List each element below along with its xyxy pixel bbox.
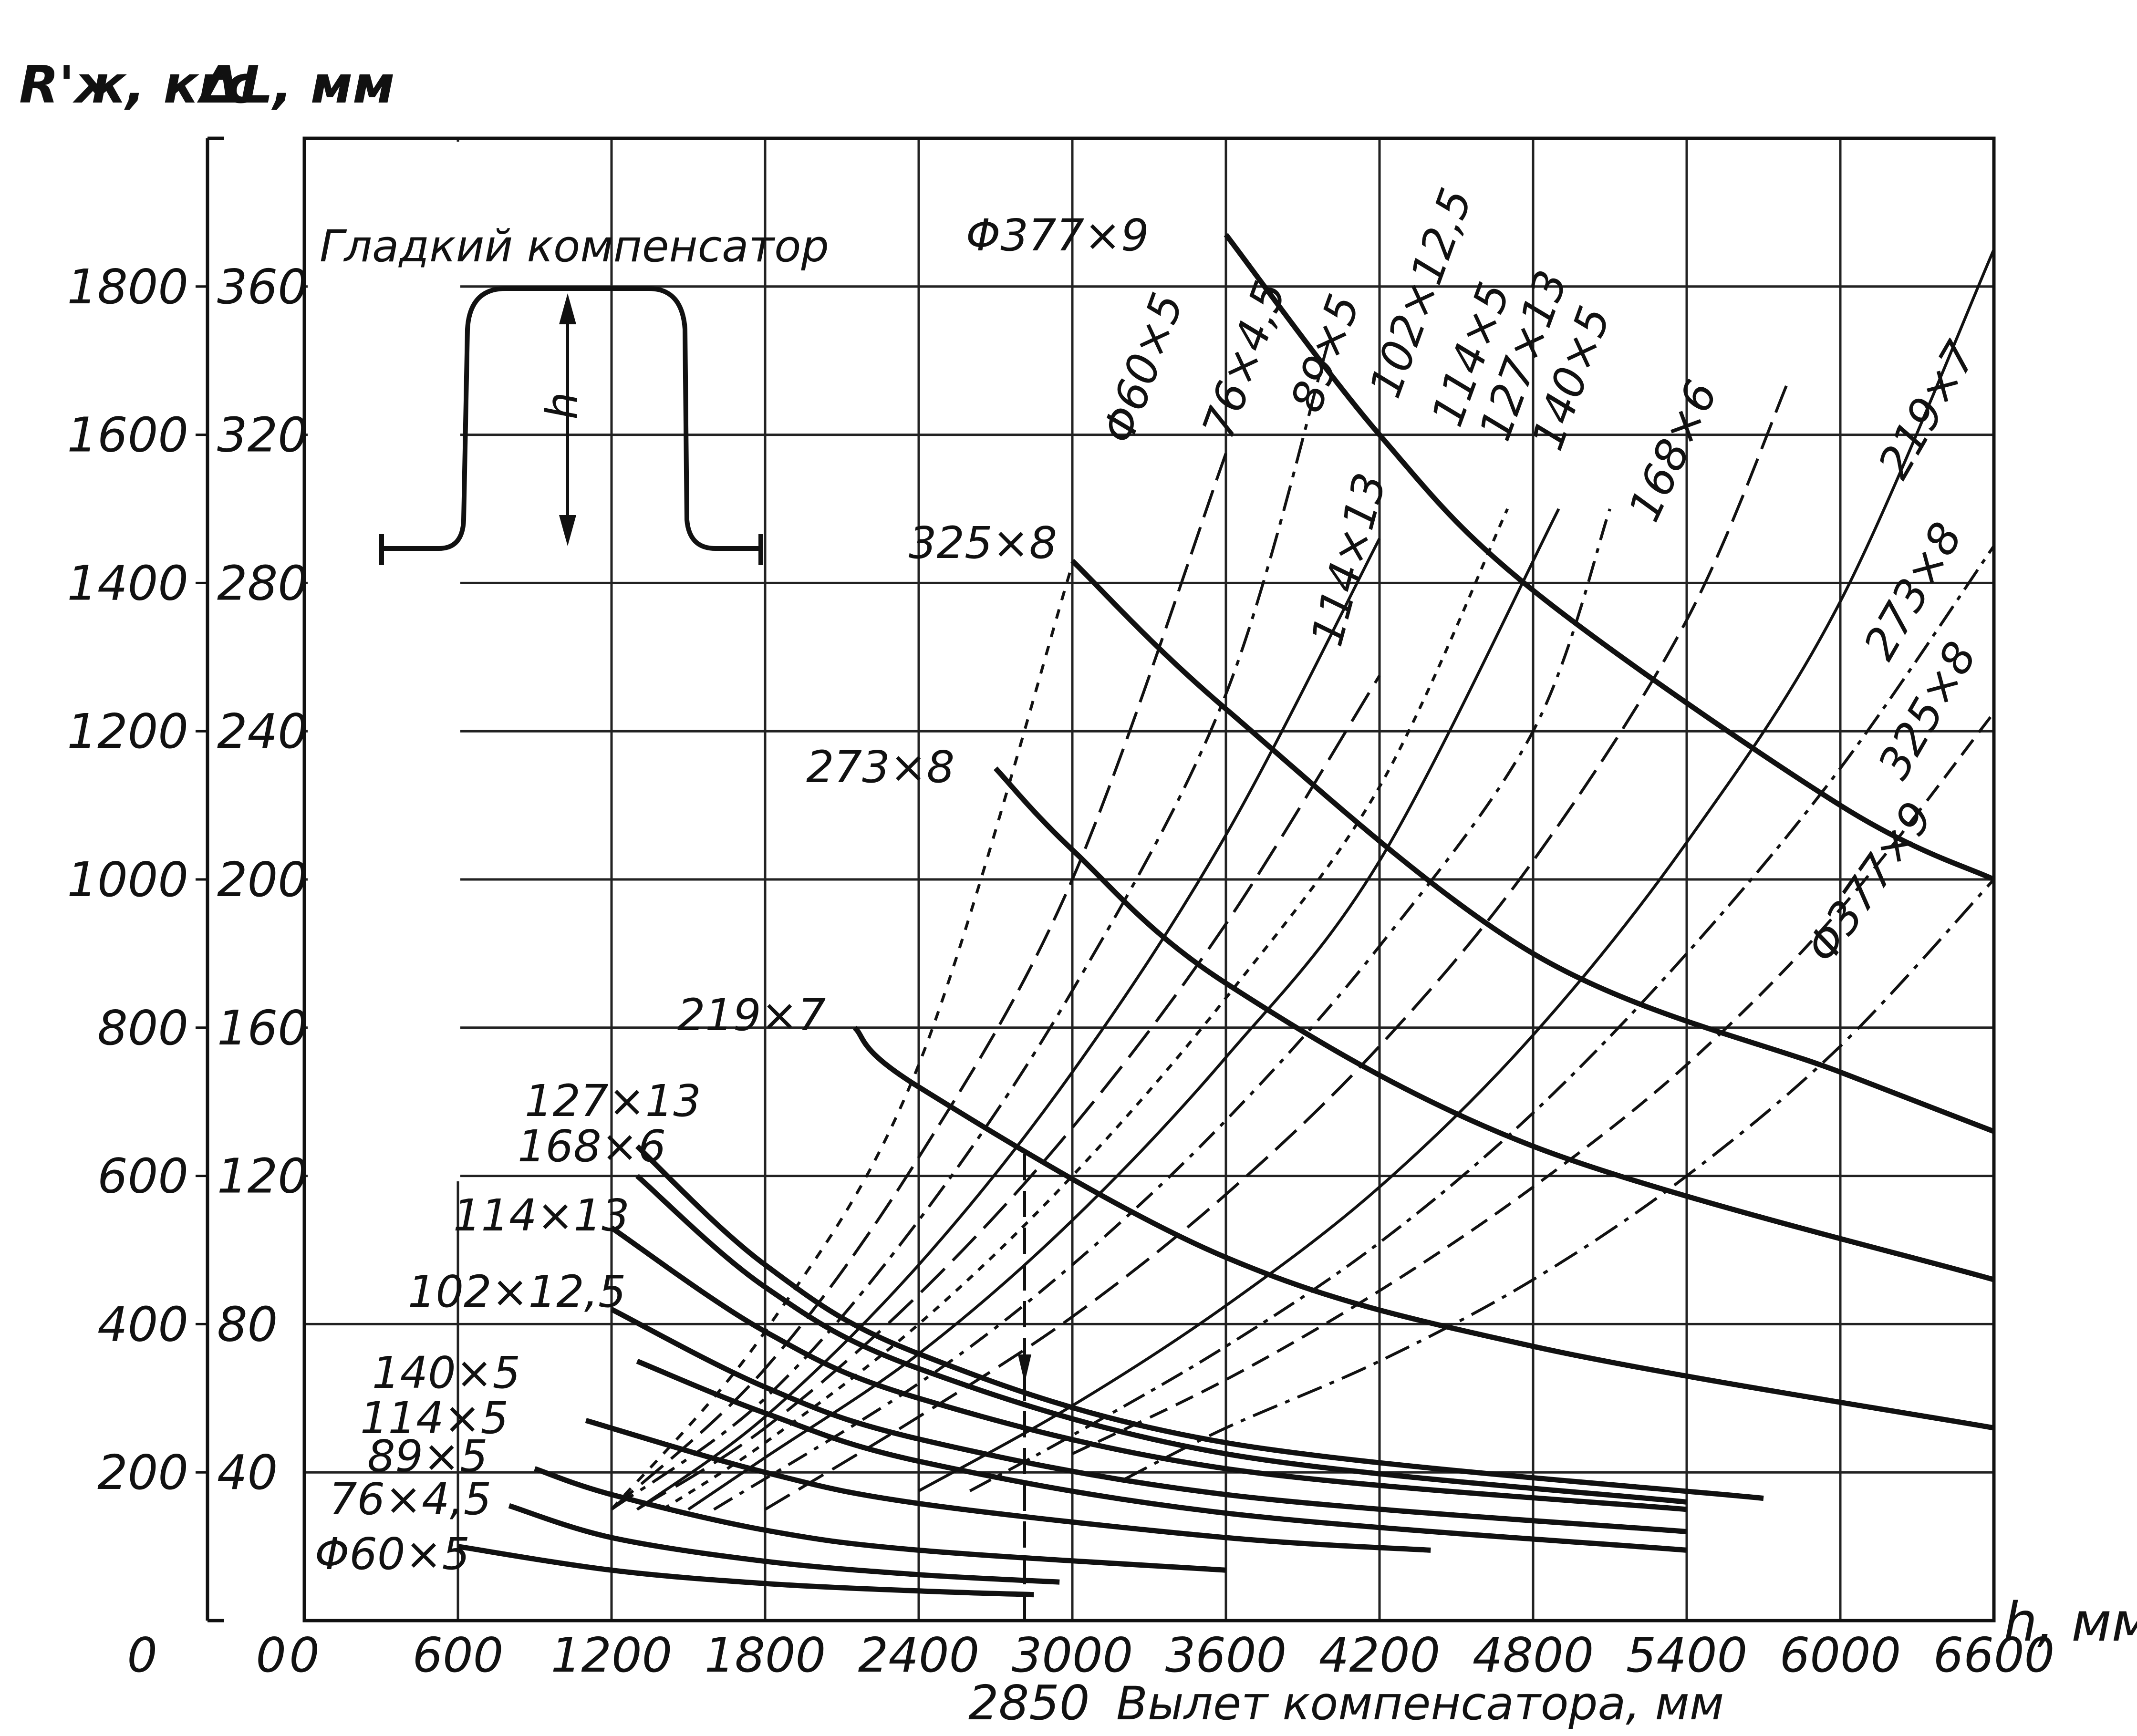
force-line-114-13 — [610, 1225, 1687, 1512]
y-tick-label-elongation: 0 — [256, 1627, 286, 1683]
elongation-line-60-5 — [610, 564, 1074, 1510]
force-label-114-13: 114×13 — [453, 1190, 630, 1241]
y-axis-label-elongation: ΔL, мм — [197, 55, 395, 115]
elongation-line-325-8 — [1071, 712, 1995, 1456]
inset-dimension-label: h — [537, 392, 588, 420]
force-line-127-13 — [635, 1144, 1764, 1501]
force-line-377-9 — [1224, 233, 1995, 882]
force-line-219-7 — [852, 1025, 1994, 1431]
force-line-140-5 — [636, 1359, 1687, 1553]
inset-background — [308, 142, 460, 1181]
inset-arrow-top-icon — [559, 293, 576, 324]
force-label-76-4-5: 76×4,5 — [329, 1474, 491, 1525]
x-tick-label: 6000 — [1780, 1627, 1901, 1683]
elongation-label-377-9: Φ377×9 — [1796, 793, 1943, 972]
y-tick-label-force: 400 — [97, 1296, 188, 1352]
y-tick-label-elongation: 360 — [217, 259, 308, 315]
force-label-89-5: 89×5 — [367, 1431, 488, 1482]
x-tick-label: 0 — [289, 1627, 320, 1683]
y-tick-label-elongation: 200 — [217, 852, 308, 908]
force-line-102-12-5 — [610, 1307, 1687, 1534]
force-label-140-5: 140×5 — [372, 1347, 520, 1398]
force-line-168-6 — [635, 1174, 1687, 1505]
x-tick-label: 5400 — [1626, 1627, 1748, 1683]
y-tick-label-elongation: 280 — [217, 555, 308, 611]
force-label-219-7: 219×7 — [677, 990, 826, 1041]
elongation-line-140-5 — [713, 508, 1611, 1511]
x-tick-label: 2400 — [858, 1627, 980, 1683]
y-tick-label-elongation: 120 — [217, 1148, 308, 1204]
x-marker-arrow-icon — [1018, 1354, 1031, 1383]
y-tick-label-force: 200 — [97, 1445, 188, 1500]
x-tick-label: 1200 — [551, 1627, 673, 1683]
force-label-60-5: Φ60×5 — [315, 1529, 470, 1580]
force-line-60-5 — [457, 1544, 1034, 1598]
x-tick-label: 4800 — [1473, 1627, 1594, 1683]
elongation-line-219-7 — [918, 248, 1995, 1492]
x-axis-symbol: h, мм — [2003, 1591, 2137, 1653]
x-tick-label: 600 — [413, 1627, 504, 1683]
elongation-label-60-5: Φ60×5 — [1092, 286, 1193, 449]
y-tick-label-force: 1200 — [67, 703, 189, 759]
y-tick-label-elongation: 160 — [217, 1000, 308, 1056]
elongation-label-219-7: 219×7 — [1868, 333, 1986, 487]
x-tick-label: 3000 — [1012, 1627, 1133, 1683]
y-tick-label-elongation: 320 — [217, 407, 308, 463]
x-marker-label: 2850 — [968, 1675, 1090, 1731]
force-line-114-5 — [585, 1418, 1431, 1553]
x-tick-label: 3600 — [1165, 1627, 1287, 1683]
y-tick-label-elongation: 40 — [217, 1445, 278, 1500]
elongation-line-89-5 — [611, 341, 1330, 1511]
force-series-group — [457, 233, 1995, 1598]
elongation-line-76-4-5 — [610, 453, 1227, 1511]
y-tick-label-force: 1000 — [67, 852, 189, 908]
elongation-line-114-13 — [636, 675, 1381, 1511]
inset-compensator-shape — [382, 286, 761, 551]
force-line-89-5 — [534, 1466, 1226, 1573]
force-line-76-4-5 — [508, 1503, 1060, 1585]
y-tick-label-force: 0 — [127, 1627, 157, 1683]
y-tick-label-force: 1800 — [67, 259, 189, 315]
y-tick-label-force: 1600 — [67, 407, 189, 463]
elongation-label-89-5: 89×5 — [1281, 288, 1370, 418]
y-tick-label-force: 1400 — [67, 555, 189, 611]
elongation-line-102-12-5 — [636, 537, 1381, 1511]
force-label-325-8: 325×8 — [909, 517, 1057, 568]
y-tick-label-elongation: 240 — [217, 703, 308, 759]
x-tick-label: 4200 — [1319, 1627, 1441, 1683]
elongation-label-168-6: 168×6 — [1618, 373, 1728, 529]
force-label-114-5: 114×5 — [360, 1393, 508, 1444]
x-tick-labels: 0 600 1200 1800 2400 3000 3600 4200 4800 5400 6000… — [289, 1627, 2054, 1683]
y-tick-label-force: 600 — [97, 1148, 188, 1204]
x-tick-label: 6600 — [1933, 1627, 2055, 1683]
y-axis-label-force: R'ж, кгс — [19, 55, 256, 115]
elongation-line-273-8 — [969, 545, 1995, 1492]
force-label-377-9: Φ377×9 — [966, 210, 1149, 261]
force-line-273-8 — [993, 766, 1995, 1282]
elongation-line-168-6 — [764, 378, 1791, 1511]
elongation-line-377-9 — [1122, 878, 1995, 1481]
elongation-label-114-13: 114×13 — [1301, 468, 1396, 651]
x-tick-label: 1800 — [705, 1627, 826, 1683]
elongation-label-76-4-5: 76×4,5 — [1193, 275, 1296, 445]
force-label-273-8: 273×8 — [806, 742, 954, 793]
y-tick-label-elongation: 80 — [217, 1296, 278, 1352]
y-tick-labels: 0 200 400 600 800 1000 1200 1400 1600 1800 0 40 80 12… — [67, 259, 308, 1683]
force-label-168-6: 168×6 — [518, 1121, 666, 1172]
force-label-102-12-5: 102×12,5 — [408, 1266, 626, 1317]
inset-title: Гладкий компенсатор — [320, 221, 829, 272]
force-line-325-8 — [1070, 558, 1995, 1134]
y-tick-label-force: 800 — [97, 1000, 188, 1056]
inset-arrow-bottom-icon — [559, 515, 576, 546]
force-label-127-13: 127×13 — [525, 1075, 701, 1126]
x-axis-label: Вылет компенсатора, мм — [1116, 1677, 1724, 1730]
